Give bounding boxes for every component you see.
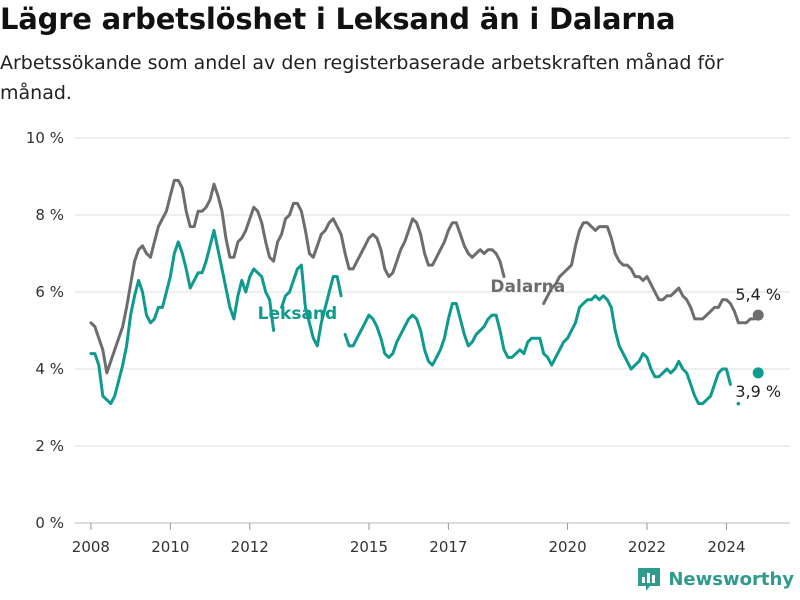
y-tick-label: 4 % [35,360,64,378]
leksand-end-marker [752,367,764,379]
x-tick-label: 2022 [628,538,666,556]
dalarna-end-label: 5,4 % [735,285,781,304]
x-tick-label: 2020 [548,538,586,556]
y-tick-label: 6 % [35,283,64,301]
leksand-series-line [343,294,732,406]
leksand-series-line [280,263,343,348]
chart-title: Lägre arbetslöshet i Leksand än i Dalarn… [0,2,676,36]
brand: Newsworthy [636,566,794,592]
brand-name: Newsworthy [668,568,794,590]
x-tick-label: 2024 [707,538,745,556]
leksand-series-label: Leksand [258,304,338,324]
leksand-series-line [89,228,276,406]
y-tick-label: 0 % [35,514,64,532]
leksand-point [736,401,741,406]
newsworthy-logo-icon [638,568,661,591]
dalarna-series-line [89,178,506,375]
x-tick-label: 2010 [151,538,189,556]
chart-subtitle: Arbetssökande som andel av den registerb… [0,52,724,104]
dalarna-end-marker [752,309,764,321]
x-tick-label: 2017 [429,538,467,556]
y-tick-label: 8 % [35,206,64,224]
x-tick-label: 2008 [72,538,110,556]
x-tick-label: 2015 [350,538,388,556]
y-tick-label: 10 % [26,129,64,147]
y-tick-label: 2 % [35,437,64,455]
x-tick-label: 2012 [231,538,269,556]
leksand-end-label: 3,9 % [735,382,781,401]
dalarna-series-line [542,221,760,325]
dalarna-series-label: Dalarna [490,277,565,297]
